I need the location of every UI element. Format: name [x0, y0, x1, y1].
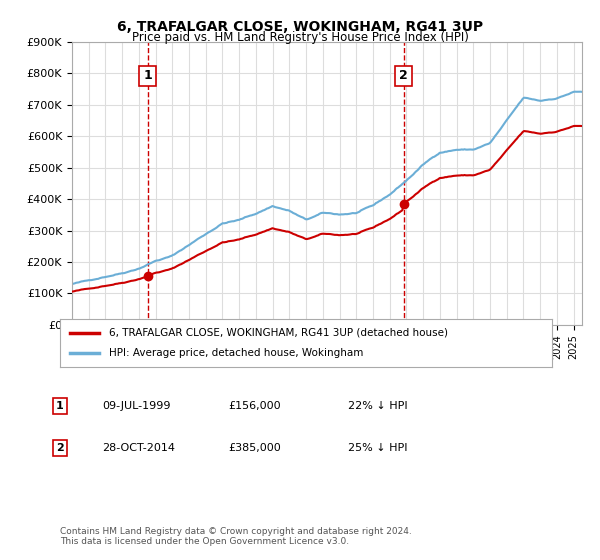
- Text: 2: 2: [56, 443, 64, 453]
- Text: 6, TRAFALGAR CLOSE, WOKINGHAM, RG41 3UP (detached house): 6, TRAFALGAR CLOSE, WOKINGHAM, RG41 3UP …: [109, 328, 448, 338]
- Text: HPI: Average price, detached house, Wokingham: HPI: Average price, detached house, Woki…: [109, 348, 364, 358]
- Text: £156,000: £156,000: [228, 401, 281, 411]
- Text: 6, TRAFALGAR CLOSE, WOKINGHAM, RG41 3UP: 6, TRAFALGAR CLOSE, WOKINGHAM, RG41 3UP: [117, 20, 483, 34]
- Text: 28-OCT-2014: 28-OCT-2014: [102, 443, 175, 453]
- Text: Price paid vs. HM Land Registry's House Price Index (HPI): Price paid vs. HM Land Registry's House …: [131, 31, 469, 44]
- Text: £385,000: £385,000: [228, 443, 281, 453]
- Text: 25% ↓ HPI: 25% ↓ HPI: [348, 443, 407, 453]
- Text: 22% ↓ HPI: 22% ↓ HPI: [348, 401, 407, 411]
- Text: 1: 1: [143, 69, 152, 82]
- Text: 09-JUL-1999: 09-JUL-1999: [102, 401, 170, 411]
- Text: 1: 1: [56, 401, 64, 411]
- Text: 2: 2: [399, 69, 408, 82]
- Text: Contains HM Land Registry data © Crown copyright and database right 2024.
This d: Contains HM Land Registry data © Crown c…: [60, 526, 412, 546]
